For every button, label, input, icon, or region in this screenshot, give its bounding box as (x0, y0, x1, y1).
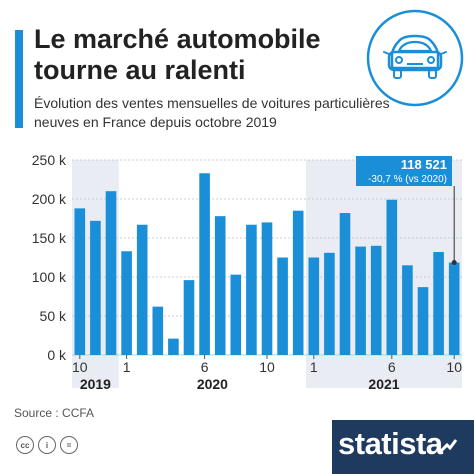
callout-dot (451, 260, 457, 266)
x-tick-label: 10 (259, 359, 275, 375)
bar (121, 251, 132, 355)
callout-value: 118 521 (401, 157, 447, 172)
statista-logo[interactable]: statista (338, 426, 443, 461)
bar (308, 257, 320, 355)
bar (105, 191, 117, 355)
bar (199, 173, 210, 355)
y-tick-label: 150 k (32, 230, 67, 246)
chart-title: Le marché automobile tourne au ralenti (34, 24, 321, 85)
bar (183, 280, 195, 355)
bar (417, 287, 429, 355)
equals-icon[interactable]: = (60, 436, 78, 454)
y-tick-label: 200 k (32, 191, 67, 207)
y-tick-label: 100 k (32, 269, 67, 285)
x-tick-label: 1 (123, 359, 131, 375)
x-tick-label: 6 (201, 359, 209, 375)
bar (402, 265, 413, 355)
info-icon[interactable]: i (38, 436, 56, 454)
bar (230, 274, 242, 355)
statista-logo-icon (438, 439, 458, 454)
bar (386, 199, 398, 355)
creative-commons-icon[interactable]: cc (16, 436, 34, 454)
bar (214, 216, 226, 355)
x-tick-label: 6 (388, 359, 396, 375)
callout-note: -30,7 % (vs 2020) (368, 174, 447, 185)
title-accent-bar (15, 30, 23, 128)
bar (339, 213, 351, 355)
y-tick-label: 50 k (40, 308, 67, 324)
bar (355, 246, 366, 355)
year-label: 2021 (368, 376, 399, 392)
bar (324, 252, 335, 355)
y-tick-label: 0 k (47, 347, 67, 363)
bar (261, 222, 273, 355)
bar (246, 224, 257, 355)
bar (136, 224, 148, 355)
y-tick-label: 250 k (32, 152, 67, 168)
x-tick-label: 10 (72, 359, 88, 375)
car-icon (366, 9, 464, 107)
bar (433, 252, 444, 355)
bar (292, 210, 304, 355)
bar (370, 245, 382, 355)
x-tick-label: 10 (446, 359, 462, 375)
year-label: 2019 (80, 376, 111, 392)
bar (277, 257, 288, 355)
bar (90, 220, 101, 355)
x-tick-label: 1 (310, 359, 318, 375)
chart-subtitle: Évolution des ventes mensuelles de voitu… (34, 95, 390, 130)
bar (168, 338, 179, 355)
source-note: Source : CCFA (14, 406, 95, 420)
bar (74, 208, 86, 355)
callout-box (356, 156, 452, 186)
bar (152, 306, 164, 355)
year-label: 2020 (197, 376, 228, 392)
bar (448, 262, 460, 355)
